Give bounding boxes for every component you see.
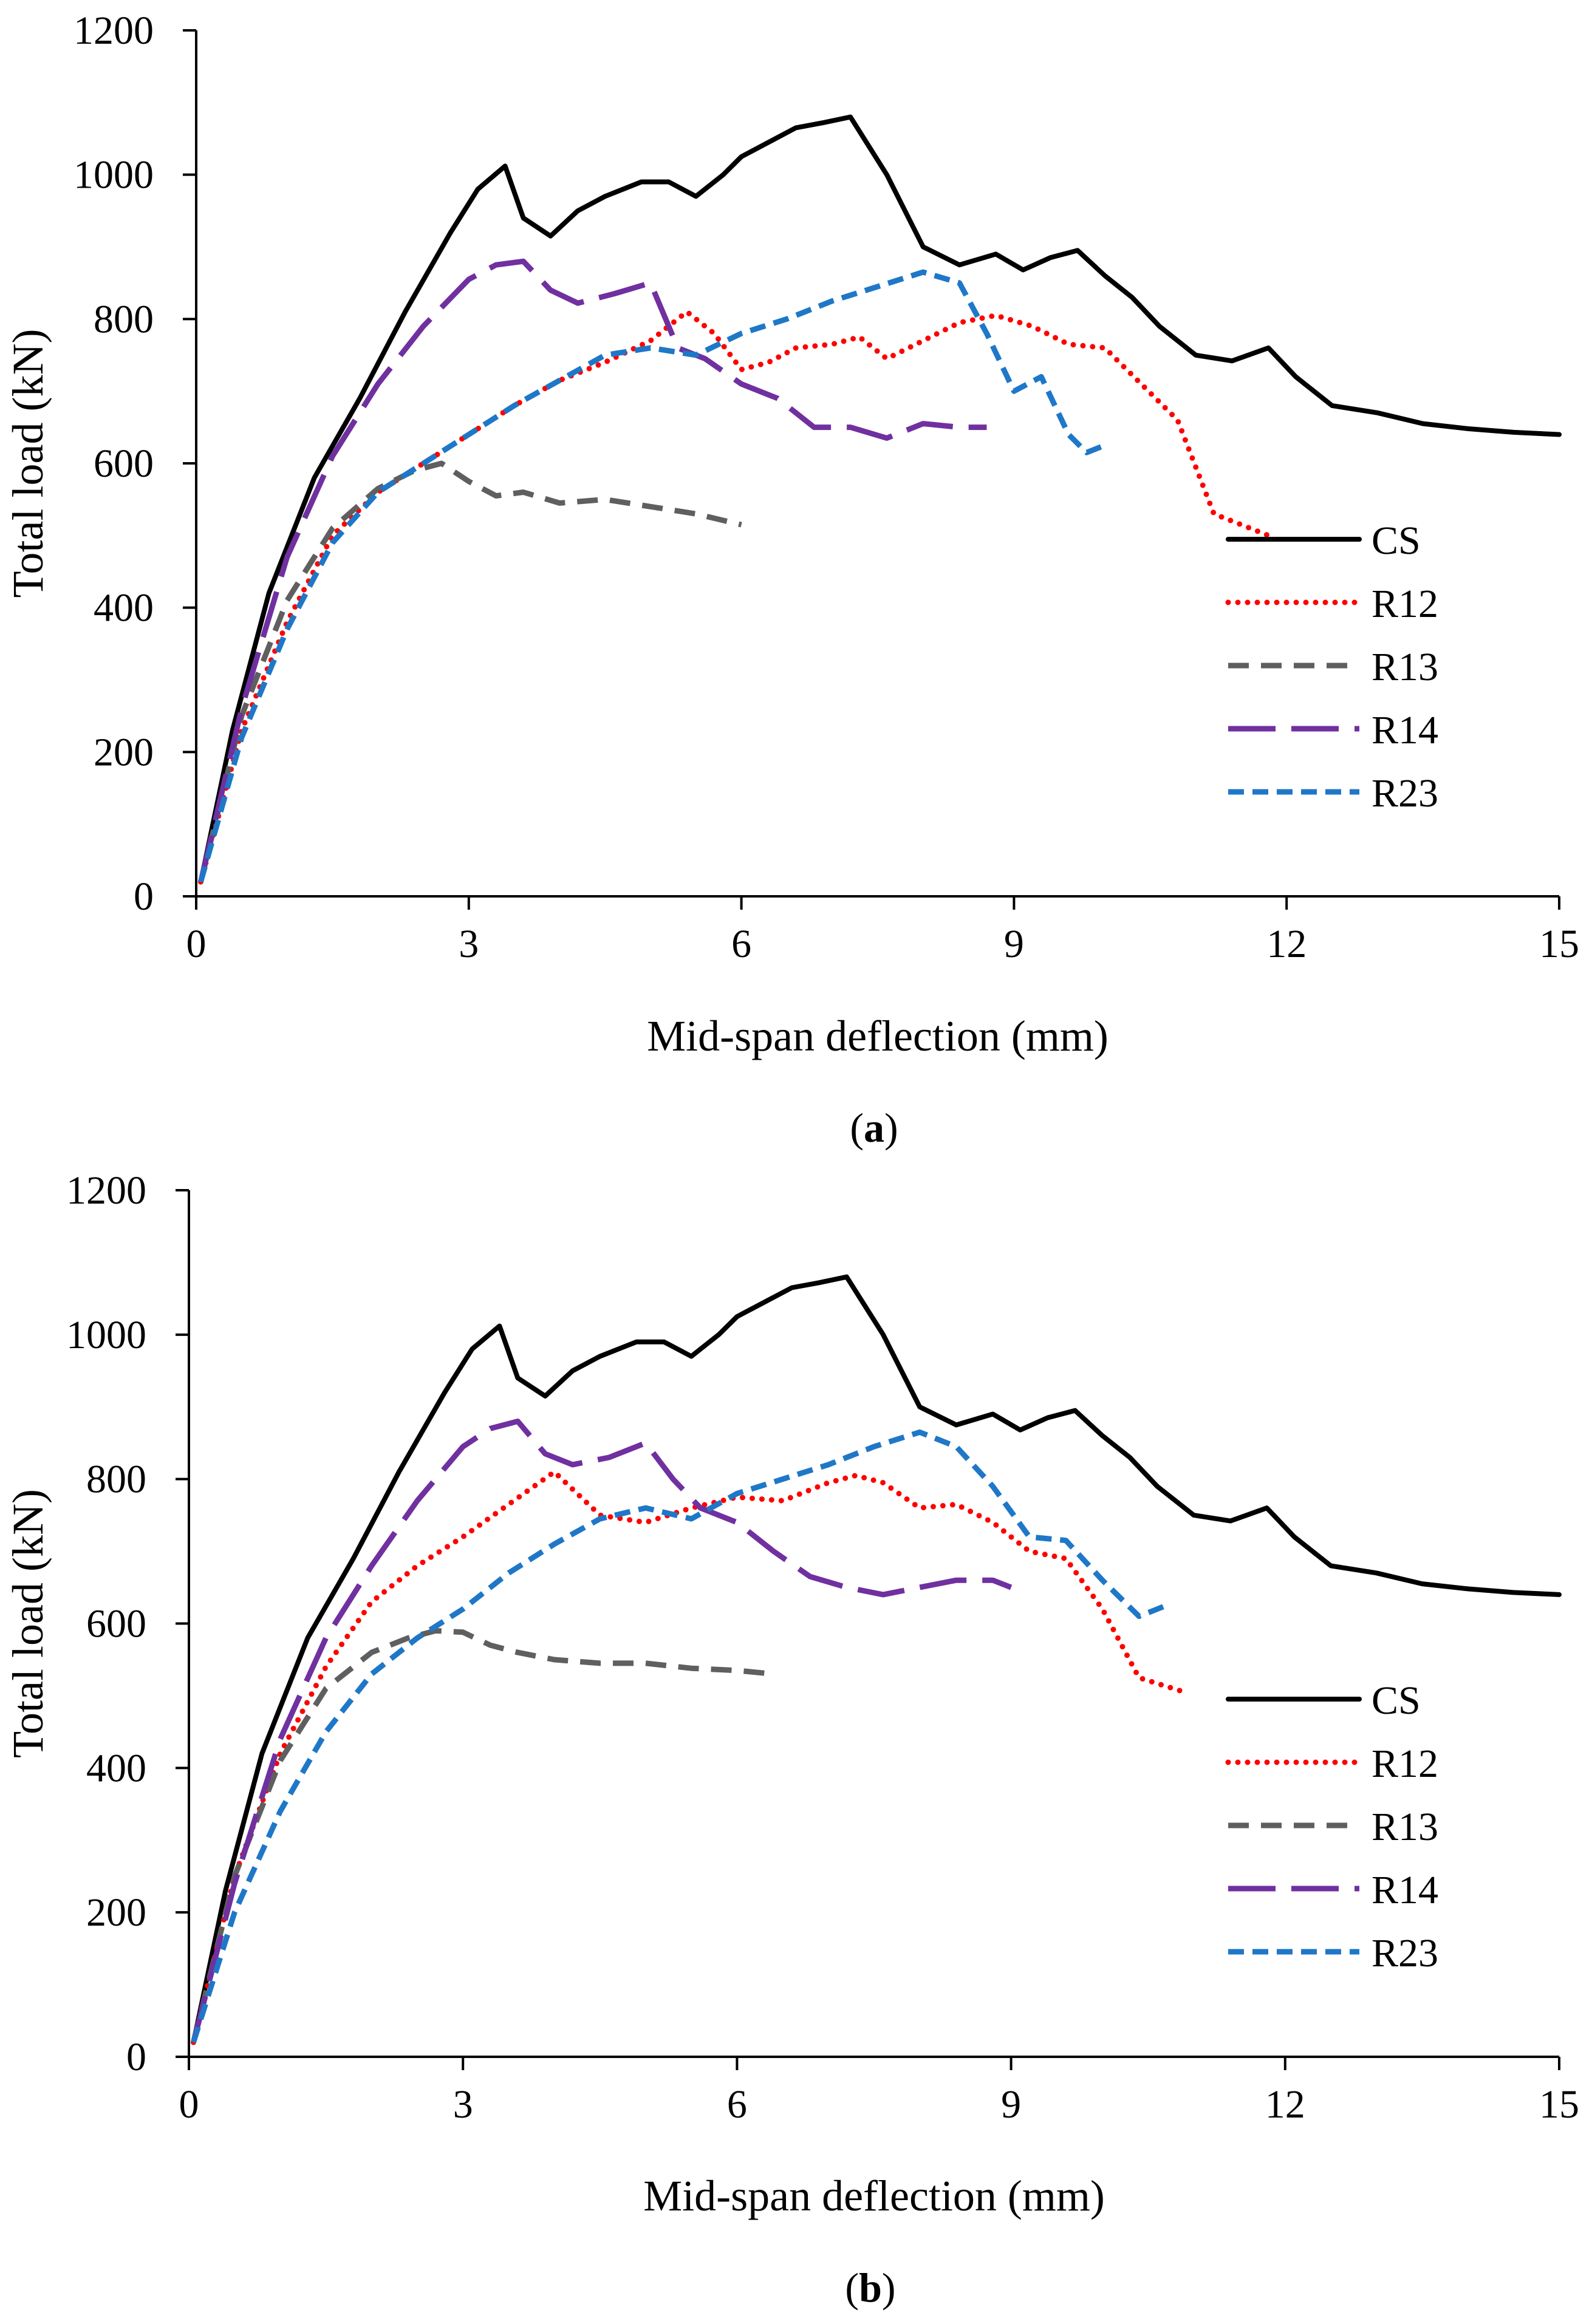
caption-letter: a bbox=[864, 1105, 884, 1151]
caption-open-paren: ( bbox=[850, 1105, 864, 1151]
series-line-r23 bbox=[191, 1429, 1167, 2043]
legend-label-r14: R14 bbox=[1372, 708, 1438, 752]
legend-label-cs: CS bbox=[1372, 1678, 1421, 1723]
x-tick-label: 3 bbox=[459, 922, 479, 966]
panel-caption: (b) bbox=[845, 2264, 895, 2311]
x-axis-title: Mid-span deflection (mm) bbox=[643, 2172, 1105, 2220]
series-line-r23 bbox=[198, 269, 1106, 883]
series-line-r12 bbox=[191, 1469, 1187, 2045]
legend-label-r13: R13 bbox=[1372, 1805, 1438, 1849]
x-tick-label: 6 bbox=[731, 922, 751, 966]
x-tick-label: 9 bbox=[1004, 922, 1024, 966]
x-tick-label: 0 bbox=[179, 2082, 199, 2127]
panel-caption: (a) bbox=[850, 1105, 898, 1151]
legend-label-cs: CS bbox=[1372, 519, 1421, 563]
caption-open-paren: ( bbox=[845, 2264, 859, 2311]
x-tick-label: 12 bbox=[1265, 2082, 1305, 2127]
x-tick-label: 12 bbox=[1266, 922, 1307, 966]
y-tick-label: 1000 bbox=[73, 153, 154, 197]
series-line-r14 bbox=[191, 1419, 1013, 2043]
x-tick-label: 9 bbox=[1001, 2082, 1021, 2127]
y-tick-label: 1000 bbox=[66, 1313, 146, 1357]
y-tick-label: 800 bbox=[86, 1457, 146, 1502]
series-line-cs bbox=[191, 1274, 1562, 2045]
y-tick-label: 400 bbox=[94, 586, 154, 630]
legend-label-r13: R13 bbox=[1372, 645, 1438, 689]
series-line-cs bbox=[198, 114, 1562, 885]
y-tick-label: 200 bbox=[94, 730, 154, 774]
chart-panel-a: 0 200 400 600 800 1000 1200 0 3 6 9 12 15 Mid-span de… bbox=[4, 9, 1579, 1151]
x-tick-label: 6 bbox=[727, 2082, 747, 2127]
y-tick-label: 0 bbox=[134, 874, 154, 919]
legend-label-r12: R12 bbox=[1372, 1742, 1438, 1786]
caption-close-paren: ) bbox=[884, 1105, 898, 1151]
y-axis-title: Total load (kN) bbox=[4, 329, 52, 598]
caption-letter: b bbox=[859, 2264, 882, 2311]
legend-label-r23: R23 bbox=[1372, 771, 1438, 816]
x-axis-title: Mid-span deflection (mm) bbox=[647, 1012, 1109, 1060]
x-tick-label: 15 bbox=[1539, 2082, 1579, 2127]
y-tick-label: 600 bbox=[86, 1602, 146, 1646]
y-tick-label: 600 bbox=[94, 441, 154, 486]
legend-label-r12: R12 bbox=[1372, 582, 1438, 626]
series-line-r14 bbox=[198, 258, 987, 883]
x-tick-label: 3 bbox=[453, 2082, 473, 2127]
y-tick-label: 1200 bbox=[66, 1168, 146, 1213]
legend-label-r14: R14 bbox=[1372, 1868, 1438, 1912]
y-tick-label: 800 bbox=[94, 297, 154, 341]
series-line-r12 bbox=[198, 308, 1271, 885]
legend-label-r23: R23 bbox=[1372, 1931, 1438, 1975]
series-line-r13 bbox=[198, 460, 742, 883]
y-tick-label: 0 bbox=[126, 2035, 146, 2079]
chart-panel-b: 0 200 400 600 800 1000 1200 0 3 6 9 12 15 Mid-span de… bbox=[4, 1168, 1579, 2311]
y-tick-label: 1200 bbox=[73, 9, 154, 53]
x-tick-label: 0 bbox=[186, 922, 207, 966]
caption-close-paren: ) bbox=[882, 2264, 896, 2311]
series-line-r13 bbox=[191, 1627, 774, 2043]
y-tick-label: 200 bbox=[86, 1890, 146, 1935]
y-tick-label: 400 bbox=[86, 1746, 146, 1790]
x-tick-label: 15 bbox=[1539, 922, 1579, 966]
y-axis-title: Total load (kN) bbox=[4, 1489, 52, 1758]
